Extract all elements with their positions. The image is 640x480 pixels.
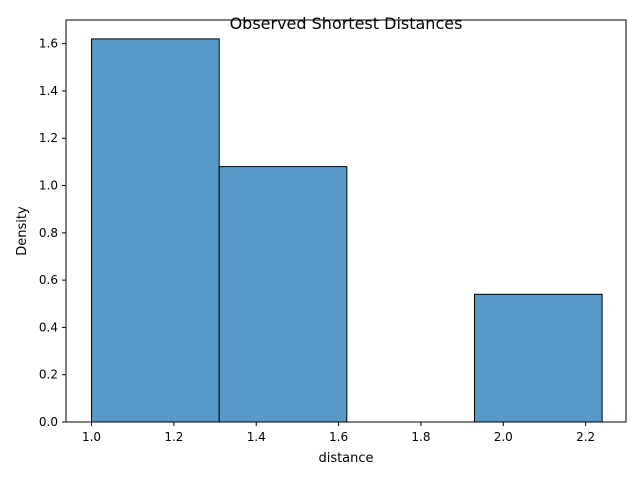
- chart-title: Observed Shortest Distances: [230, 14, 463, 33]
- bars-layer: [91, 38, 603, 423]
- y-tick-label: 1.4: [39, 84, 58, 98]
- y-tick-label: 1.2: [39, 131, 58, 145]
- histogram-bar-2: [218, 166, 348, 423]
- y-axis-ticks: 0.0 0.2 0.4 0.6 0.8 1.0 1.2 1.4 1.6: [39, 37, 66, 429]
- y-tick-label: 1.6: [39, 37, 58, 51]
- x-tick-label: 2.2: [576, 430, 595, 444]
- x-tick-label: 1.6: [329, 430, 348, 444]
- y-tick-label: 0.2: [39, 368, 58, 382]
- x-tick-label: 1.2: [164, 430, 183, 444]
- histogram-bar-1: [91, 38, 220, 423]
- plot-frame: [65, 19, 627, 423]
- y-tick-label: 0.4: [39, 320, 58, 334]
- x-tick-label: 1.0: [82, 430, 101, 444]
- y-tick-label: 0.6: [39, 273, 58, 287]
- y-tick-label: 0.8: [39, 226, 58, 240]
- y-tick-label: 1.0: [39, 179, 58, 193]
- x-tick-label: 1.4: [247, 430, 266, 444]
- x-axis-label: distance: [318, 451, 373, 466]
- x-axis-ticks: 1.0 1.2 1.4 1.6 1.8 2.0 2.2: [82, 422, 595, 444]
- x-tick-label: 2.0: [494, 430, 513, 444]
- histogram-bar-4: [473, 293, 603, 423]
- y-axis-label: Density: [15, 206, 30, 256]
- x-tick-label: 1.8: [411, 430, 430, 444]
- y-tick-label: 0.0: [39, 415, 58, 429]
